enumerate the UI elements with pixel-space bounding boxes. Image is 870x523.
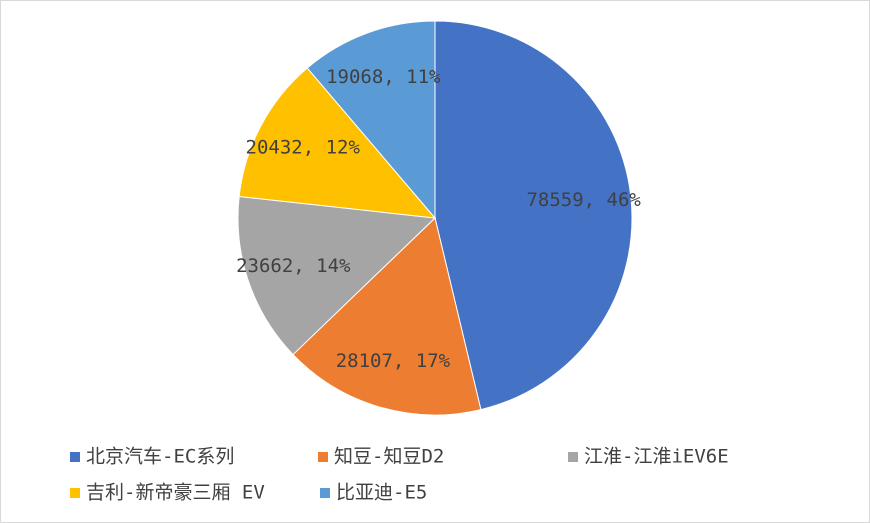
- pie-slice: [238, 67, 437, 219]
- legend-swatch: [568, 452, 578, 462]
- pie-slice: [292, 217, 482, 416]
- legend-swatch: [70, 488, 80, 498]
- legend-label: 比亚迪-E5: [336, 482, 427, 504]
- data-label: 28107, 17%: [336, 350, 451, 372]
- legend-label: 知豆-知豆D2: [334, 446, 444, 468]
- legend-label: 吉利-新帝豪三厢 EV: [86, 482, 265, 504]
- pie-slice: [306, 20, 436, 220]
- legend-swatch: [318, 452, 328, 462]
- data-label: 19068, 11%: [326, 66, 441, 88]
- legend-swatch: [70, 452, 80, 462]
- legend-swatch: [320, 488, 330, 498]
- data-label: 23662, 14%: [236, 255, 351, 277]
- data-label: 20432, 12%: [246, 136, 361, 158]
- legend-label: 北京汽车-EC系列: [86, 446, 234, 468]
- legend-label: 江淮-江淮iEV6E: [584, 446, 729, 468]
- pie-slice: [237, 195, 437, 356]
- data-label: 78559, 46%: [526, 189, 641, 211]
- pie-slice: [434, 20, 633, 411]
